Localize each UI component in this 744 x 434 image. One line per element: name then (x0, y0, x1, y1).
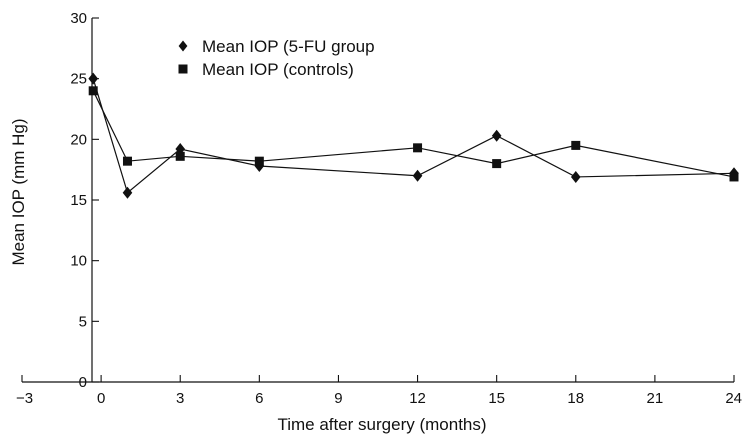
series-line (92, 78, 735, 194)
x-axis-ticks: −3 0 3 6 9 12 15 18 21 24 (16, 375, 742, 407)
square-marker (492, 159, 502, 169)
y-axis-ticks: 0 5 10 15 20 25 30 (70, 10, 99, 391)
y-axis-title: Mean IOP (mm Hg) (9, 118, 28, 265)
diamond-marker (491, 129, 502, 142)
square-marker (122, 156, 132, 166)
x-tick-label: −3 (16, 390, 33, 407)
x-tick-label: 21 (647, 390, 664, 407)
y-tick-label: 25 (70, 71, 87, 88)
legend-item: Mean IOP (controls) (178, 60, 354, 79)
x-tick-label: 0 (97, 390, 105, 407)
x-tick-label: 24 (725, 390, 742, 407)
square-marker (88, 86, 98, 96)
x-tick-label: 9 (334, 390, 342, 407)
legend-label: Mean IOP (controls) (202, 60, 354, 79)
legend: Mean IOP (5-FU group Mean IOP (controls) (178, 37, 375, 79)
x-axis-title: Time after surgery (months) (277, 415, 486, 434)
square-marker (413, 143, 423, 153)
y-tick-label: 15 (70, 192, 87, 209)
diamond-marker (88, 72, 98, 85)
square-marker (571, 140, 581, 150)
series-line (92, 90, 735, 178)
legend-item: Mean IOP (5-FU group (178, 37, 375, 56)
diamond-marker (570, 170, 581, 183)
y-tick-label: 30 (70, 10, 87, 27)
square-marker (254, 156, 264, 166)
y-tick-label: 10 (70, 253, 87, 270)
x-tick-label: 6 (255, 390, 263, 407)
x-tick-label: 15 (488, 390, 505, 407)
legend-diamond-marker (178, 40, 188, 52)
legend-label: Mean IOP (5-FU group (202, 37, 375, 56)
x-tick-label: 18 (567, 390, 584, 407)
square-marker (175, 151, 185, 161)
y-tick-label: 20 (70, 131, 87, 148)
square-marker (729, 172, 739, 182)
diamond-marker (412, 169, 423, 182)
axes: −3 0 3 6 9 12 15 18 21 24 0 5 10 15 20 25 30 (16, 10, 742, 407)
y-tick-label: 5 (79, 313, 87, 330)
series-5fu-group (88, 72, 739, 199)
y-tick-label: 0 (79, 374, 87, 391)
x-tick-label: 3 (176, 390, 184, 407)
diamond-marker (122, 186, 133, 199)
legend-square-marker (178, 64, 188, 74)
x-tick-label: 12 (409, 390, 426, 407)
series-controls (88, 86, 739, 182)
